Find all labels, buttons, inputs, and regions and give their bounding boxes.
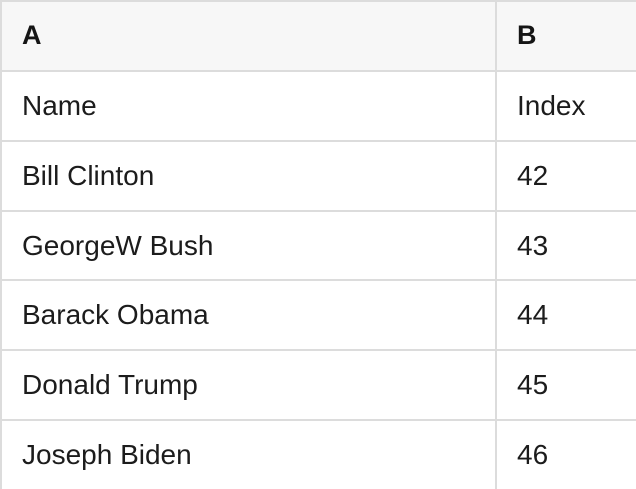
cell-index[interactable]: 45 [517, 369, 549, 401]
cell-name[interactable]: Donald Trump [2, 351, 497, 420]
cell-index[interactable]: 43 [517, 229, 549, 261]
cell-name-label[interactable]: Name [2, 71, 497, 140]
cell-index[interactable]: 46 [517, 439, 549, 471]
table-row: Bill Clinton 42 [2, 141, 636, 212]
cell-name[interactable]: Joseph Biden [2, 421, 497, 489]
cell-name[interactable]: Bill Clinton [2, 141, 497, 210]
cell-index-label[interactable]: Index [517, 89, 586, 121]
column-header-b[interactable]: B [517, 20, 537, 51]
cell-name[interactable]: Barack Obama [2, 281, 497, 350]
cell-name[interactable]: GeorgeW Bush [2, 211, 497, 280]
table-row: Donald Trump 45 [2, 351, 636, 422]
cell-index[interactable]: 44 [517, 299, 549, 331]
table-row: Name Index [2, 71, 636, 142]
table-row: GeorgeW Bush 43 [2, 211, 636, 282]
table-header-row: A B [2, 2, 636, 72]
table-row: Joseph Biden 46 [2, 421, 636, 489]
column-header-a[interactable]: A [2, 2, 497, 70]
table-row: Barack Obama 44 [2, 281, 636, 352]
cell-index[interactable]: 42 [517, 159, 549, 191]
